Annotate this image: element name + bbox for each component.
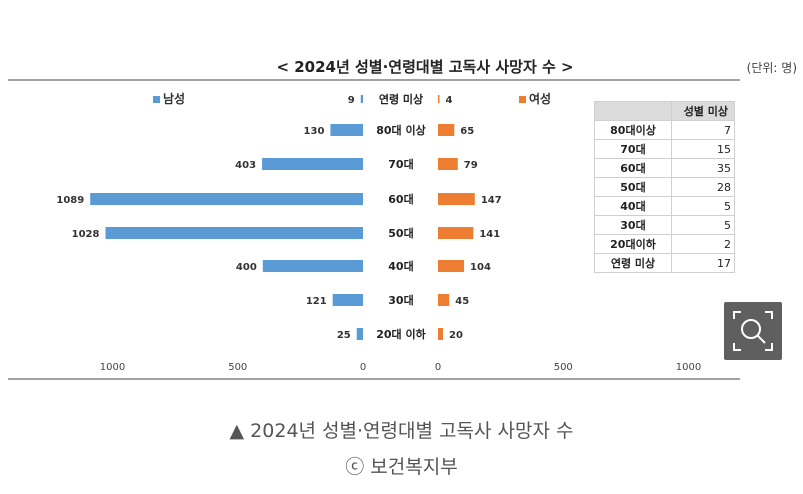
bar-female — [438, 294, 450, 306]
category-label: 50대 — [388, 226, 413, 240]
table-row-label: 60대 — [594, 158, 672, 178]
table-row: 60대 35 — [594, 158, 735, 178]
data-label-female: 79 — [464, 160, 478, 171]
chart-svg: < 2024년 성별·연령대별 고독사 사망자 수 > (단위: 명) 남성 여… — [8, 58, 797, 380]
data-label-male: 1089 — [56, 195, 84, 206]
x-tick-label: 1000 — [676, 362, 701, 373]
table-row: 연령 미상 17 — [594, 253, 735, 273]
table-row-value: 17 — [671, 253, 735, 273]
legend-male-label: 남성 — [163, 91, 185, 106]
table-row-label: 70대 — [594, 139, 672, 159]
bar-male — [262, 260, 363, 272]
bar-male — [356, 328, 363, 340]
unit-label: (단위: 명) — [747, 61, 797, 75]
category-label: 40대 — [388, 259, 413, 273]
x-tick-label: 0 — [360, 362, 366, 373]
data-label-male: 9 — [348, 95, 355, 106]
table-row-label: 50대 — [594, 177, 672, 197]
legend-male-swatch — [153, 96, 160, 103]
bar-male — [330, 124, 363, 136]
bar-female — [438, 193, 475, 205]
data-label-female: 104 — [470, 262, 491, 273]
chart-title: < 2024년 성별·연령대별 고독사 사망자 수 > — [276, 58, 573, 76]
data-label-male: 25 — [337, 330, 351, 341]
table-row-label: 30대 — [594, 215, 672, 235]
table-row-value: 35 — [671, 158, 735, 178]
data-label-male: 403 — [235, 160, 256, 171]
table-header-row: 성별 미상 — [594, 101, 735, 121]
data-label-male: 130 — [304, 126, 325, 137]
data-label-female: 147 — [481, 195, 502, 206]
table-row: 30대 5 — [594, 215, 735, 235]
unknown-gender-table-wrap: 성별 미상 80대이상 7 70대 15 60대 35 50대 28 40대 5 30대 5 20대이하… — [594, 101, 735, 273]
bar-female — [438, 95, 440, 103]
table-row-value: 15 — [671, 139, 735, 159]
bar-male — [90, 193, 363, 205]
data-label-female: 45 — [455, 296, 469, 307]
table-row: 50대 28 — [594, 177, 735, 197]
data-label-female: 20 — [449, 330, 463, 341]
category-label: 80대 이상 — [376, 123, 426, 137]
table-header: 성별 미상 — [671, 101, 735, 121]
table-row-label: 80대이상 — [594, 120, 672, 140]
bar-female — [438, 328, 444, 340]
table-row: 70대 15 — [594, 139, 735, 159]
data-label-female: 65 — [460, 126, 474, 137]
zoom-button[interactable] — [724, 302, 782, 360]
x-tick-label: 500 — [554, 362, 573, 373]
figure-source: ⓒ 보건복지부 — [345, 456, 458, 478]
x-tick-label: 500 — [228, 362, 247, 373]
table-header-blank — [594, 101, 672, 121]
bar-female — [438, 227, 474, 239]
table-row: 20대이하 2 — [594, 234, 735, 254]
bar-female — [438, 158, 458, 170]
category-label: 20대 이하 — [376, 327, 426, 341]
bar-female — [438, 260, 465, 272]
table-row-value: 7 — [671, 120, 735, 140]
bar-male — [332, 294, 363, 306]
table-row-value: 2 — [671, 234, 735, 254]
table-row-value: 5 — [671, 215, 735, 235]
bar-male — [262, 158, 363, 170]
legend-female-swatch — [519, 96, 526, 103]
data-label-female: 4 — [446, 95, 453, 106]
bar-male — [105, 227, 364, 239]
category-label: 70대 — [388, 157, 413, 171]
table-row-value: 28 — [671, 177, 735, 197]
table-row-label: 연령 미상 — [594, 253, 672, 273]
data-label-male: 1028 — [72, 229, 100, 240]
table-row-label: 20대이하 — [594, 234, 672, 254]
table-row-label: 40대 — [594, 196, 672, 216]
unknown-gender-table: 성별 미상 80대이상 7 70대 15 60대 35 50대 28 40대 5 30대 5 20대이하… — [594, 101, 735, 273]
data-label-female: 141 — [479, 229, 500, 240]
zoom-search-icon — [733, 311, 773, 351]
data-label-male: 400 — [236, 262, 257, 273]
table-row-value: 5 — [671, 196, 735, 216]
bar-female — [438, 124, 455, 136]
x-tick-label: 0 — [435, 362, 441, 373]
table-row: 80대이상 7 — [594, 120, 735, 140]
figure-caption: ▲ 2024년 성별·연령대별 고독사 사망자 수 — [229, 420, 574, 442]
table-row: 40대 5 — [594, 196, 735, 216]
category-label: 30대 — [388, 293, 413, 307]
category-label: 연령 미상 — [379, 92, 423, 106]
data-label-male: 121 — [306, 296, 327, 307]
category-label: 60대 — [388, 192, 413, 206]
bar-male — [360, 95, 363, 103]
x-tick-label: 1000 — [100, 362, 125, 373]
legend-female-label: 여성 — [529, 91, 551, 106]
